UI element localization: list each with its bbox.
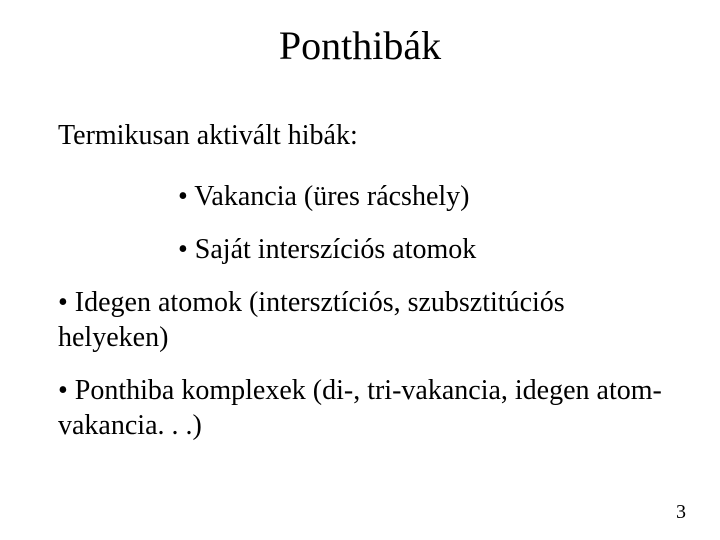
sub-bullet: • Vakancia (üres rácshely) <box>178 179 668 214</box>
bullet: • Idegen atomok (intersztíciós, szubszti… <box>58 285 668 355</box>
page-number: 3 <box>676 501 686 524</box>
sub-bullet: • Saját interszíciós atomok <box>178 232 668 267</box>
subheading: Termikusan aktivált hibák: <box>58 118 668 153</box>
slide: Ponthibák Termikusan aktivált hibák: • V… <box>0 0 720 540</box>
slide-title: Ponthibák <box>0 22 720 69</box>
slide-content: Termikusan aktivált hibák: • Vakancia (ü… <box>58 118 668 453</box>
bullet: • Ponthiba komplexek (di-, tri-vakancia,… <box>58 373 668 443</box>
